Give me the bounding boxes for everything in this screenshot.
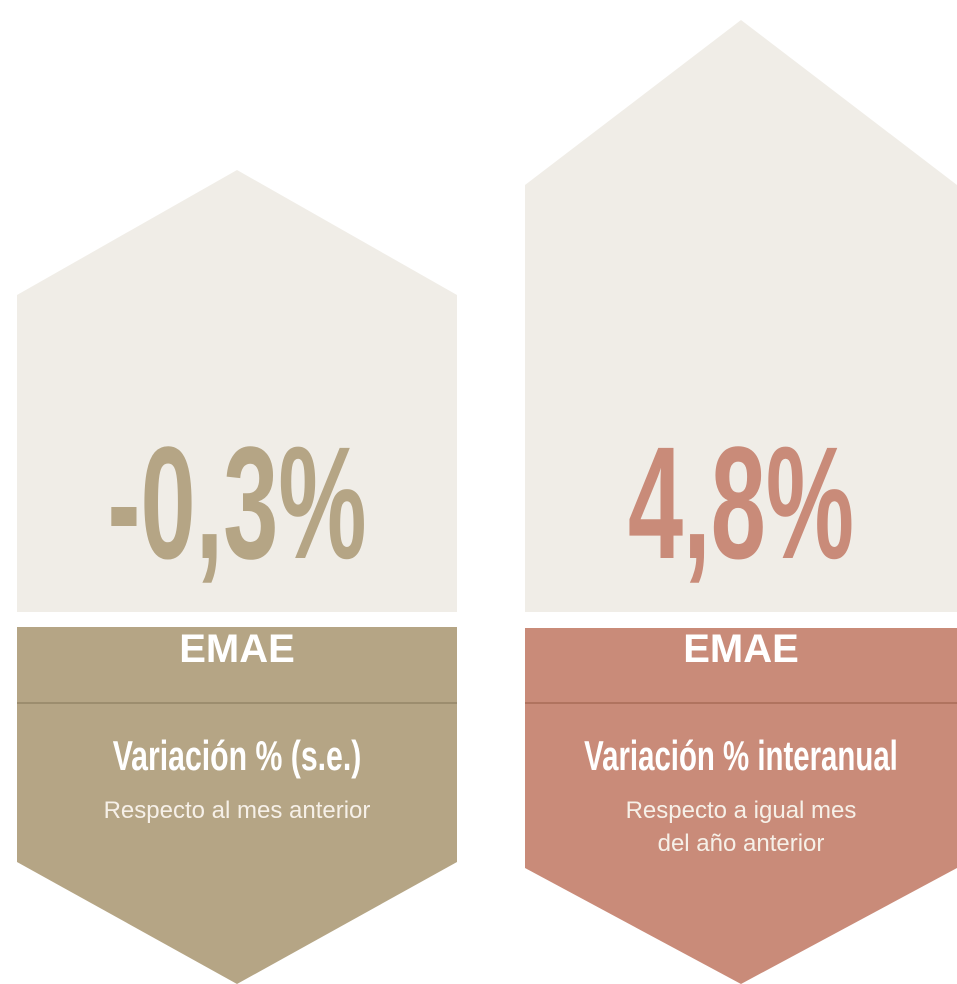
card-top [525, 20, 957, 612]
card-subtitle: Variación % (s.e.) [113, 732, 362, 779]
card-band [17, 627, 457, 984]
card-title: EMAE [179, 627, 295, 671]
card-right: 4,8% EMAE Variación % interanual Respect… [525, 20, 957, 984]
card-subtitle: Variación % interanual [584, 732, 898, 780]
value: 4,8% [628, 414, 854, 593]
card-description: del año anterior [658, 830, 825, 857]
card-top [17, 170, 457, 612]
card-band [525, 628, 957, 984]
card-left: -0,3% EMAE Variación % (s.e.) Respecto a… [17, 170, 457, 984]
value: -0,3% [107, 414, 366, 593]
card-description: Respecto al mes anterior [104, 797, 371, 824]
card-title: EMAE [683, 627, 799, 671]
card-description: Respecto a igual mes [626, 797, 857, 824]
